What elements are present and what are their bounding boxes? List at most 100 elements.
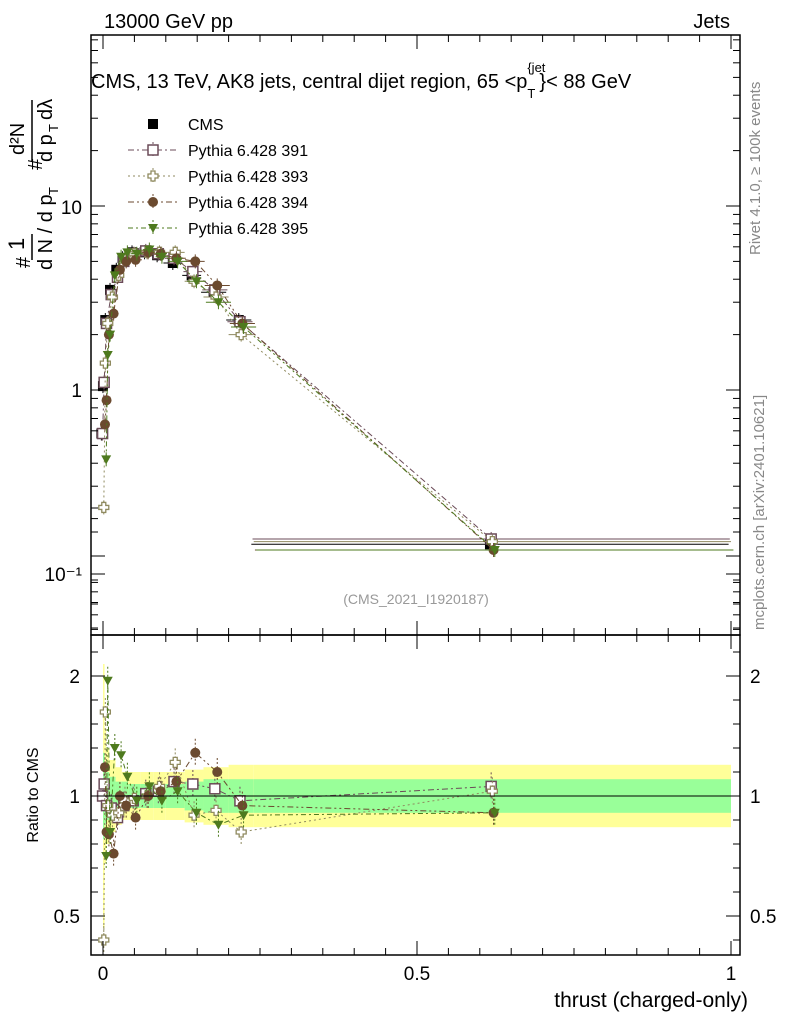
legend-marker-p395 (148, 224, 158, 233)
ratio-point-p393 (102, 799, 114, 812)
svg-text:dλ: dλ (35, 99, 57, 120)
series-p395 (101, 242, 734, 870)
ratio-point-p395 (109, 744, 120, 753)
ratio-point-p394 (130, 812, 141, 823)
y-tick-label-1: 1 (71, 381, 82, 402)
data-point-p395 (489, 546, 500, 556)
ratio-point-p393 (169, 756, 181, 769)
data-point-p393 (235, 328, 247, 341)
svg-text:T: T (46, 124, 61, 132)
svg-text:d p: d p (35, 134, 57, 162)
data-point-p393 (106, 291, 119, 303)
legend-marker-p393 (147, 170, 159, 182)
ratio-point-p395 (122, 772, 133, 782)
legend-label-p393: Pythia 6.428 393 (188, 169, 308, 186)
legend: CMS Pythia 6.428 391 Pythia 6.428 393 Pythi… (128, 117, 308, 238)
svg-text:d N / d p: d N / d p (35, 194, 57, 270)
ratio-point-p393 (99, 706, 112, 718)
y-axis-label: # 1 d N / d p T # d²N d p T dλ (4, 99, 61, 270)
series-p391 (96, 243, 730, 832)
svg-text:#: # (25, 158, 47, 170)
data-point-p391 (98, 376, 110, 389)
data-point-p395 (213, 298, 224, 308)
data-series (96, 242, 734, 954)
ratio-point-p391 (98, 778, 110, 790)
svg-text:1: 1 (4, 238, 29, 250)
data-point-p394 (99, 419, 110, 430)
ratio-point-p393 (113, 807, 125, 819)
ratio-point-p394 (108, 848, 119, 859)
ratio-tick-label-1-right: 1 (750, 787, 761, 808)
plot-title: CMS, 13 TeV, AK8 jets, central dijet reg… (91, 60, 632, 101)
data-point-p394 (108, 308, 119, 319)
x-axis-label: thrust (charged-only) (554, 989, 748, 1012)
data-point-p395 (156, 252, 167, 262)
series-cms (96, 245, 729, 552)
legend-item-p395: Pythia 6.428 395 (128, 220, 308, 238)
legend-item-cms: CMS (148, 117, 224, 134)
legend-marker-cms (148, 119, 158, 129)
ratio-point-p395 (116, 751, 127, 761)
ratio-point-p394 (190, 747, 201, 758)
x-tick-label-0p5: 0.5 (404, 964, 430, 985)
data-point-p395 (238, 322, 249, 332)
svg-text:d²N: d²N (7, 123, 29, 155)
legend-label-p395: Pythia 6.428 395 (188, 221, 308, 238)
ratio-point-p393 (98, 934, 110, 946)
ratio-point-p394 (171, 776, 182, 787)
ratio-tick-label-2-left: 2 (69, 667, 80, 688)
series-line-p393 (103, 251, 493, 542)
data-point-p395 (191, 277, 202, 287)
data-point-p394 (190, 256, 201, 267)
data-point-p394 (130, 254, 141, 265)
ratio-point-p394 (212, 767, 223, 777)
rivet-version-text: Rivet 4.1.0, ≥ 100k events (747, 82, 764, 255)
y-tick-label-0p1: 10⁻¹ (45, 565, 83, 586)
header-right: Jets (693, 11, 730, 33)
data-point-p395 (105, 330, 116, 340)
ratio-point-p395 (144, 782, 155, 792)
data-point-p393 (99, 357, 112, 369)
ratio-point-p395 (156, 796, 167, 806)
ratio-point-p395 (101, 852, 112, 861)
analysis-watermark: (CMS_2021_I1920187) (343, 591, 489, 607)
ratio-point-p395 (131, 796, 142, 806)
ratio-frame (90, 634, 741, 956)
ratio-point-p394 (99, 762, 110, 773)
ratio-point-p395 (102, 676, 113, 686)
ratio-tick-label-0p5-left: 0.5 (54, 907, 80, 928)
data-point-p395 (109, 271, 120, 281)
ratio-point-p391 (209, 783, 221, 795)
legend-label-p394: Pythia 6.428 394 (188, 195, 308, 212)
header-left: 13000 GeV pp (104, 11, 233, 33)
ratio-tick-label-2-right: 2 (750, 667, 761, 688)
x-tick-label-0: 0 (98, 964, 109, 985)
series-line-p394 (104, 251, 494, 551)
ratio-point-p394 (121, 800, 132, 811)
ratio-point-p394 (155, 786, 166, 797)
data-point-p393 (98, 501, 110, 514)
x-tick-label-1: 1 (726, 964, 737, 985)
legend-marker-p391 (147, 144, 159, 156)
data-point-p395 (131, 249, 142, 259)
legend-item-p394: Pythia 6.428 394 (128, 194, 308, 212)
data-point-p395 (144, 245, 155, 255)
ratio-tick-label-0p5-right: 0.5 (750, 907, 776, 928)
ratio-tick-label-1-left: 1 (69, 787, 80, 808)
data-point-p395 (172, 257, 183, 267)
ratio-point-p395 (105, 828, 116, 837)
ratio-point-p391 (187, 778, 199, 790)
legend-label-cms: CMS (188, 117, 224, 134)
ratio-point-p395 (213, 820, 224, 830)
axis-ticks (91, 35, 740, 955)
ratio-point-p395 (489, 808, 500, 818)
ratio-point-p395 (191, 808, 202, 818)
series-line-p395 (105, 248, 496, 551)
ratio-y-label: Ratio to CMS (25, 747, 42, 842)
data-point-p395 (122, 248, 133, 258)
ratio-point-p393 (235, 826, 247, 838)
data-point-p394 (101, 395, 112, 406)
ratio-point-p395 (172, 787, 183, 797)
data-point-p395 (102, 350, 113, 360)
